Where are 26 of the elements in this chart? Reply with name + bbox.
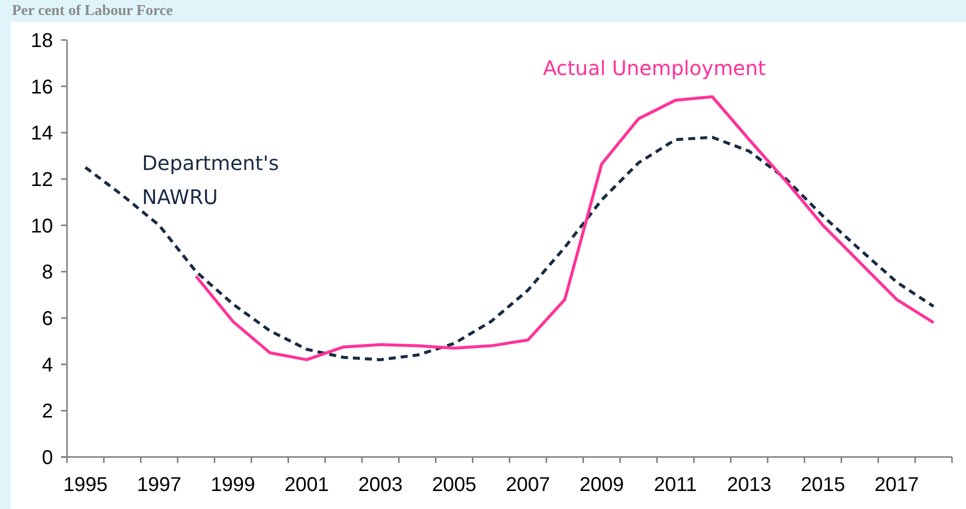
y-tick-label: 16 — [30, 76, 53, 98]
x-tick-label: 2011 — [654, 474, 697, 496]
x-tick-label: 1999 — [210, 474, 256, 496]
x-tick-label: 2009 — [579, 474, 624, 496]
x-tick-label: 2005 — [432, 474, 476, 496]
y-tick-label: 14 — [30, 122, 53, 145]
y-tick-label: 12 — [30, 169, 53, 191]
y-tick-label: 0 — [42, 447, 53, 469]
series-label: Department's NAWRU — [142, 151, 279, 209]
y-tick-label: 8 — [42, 262, 53, 284]
series-label: Actual Unemployment — [543, 56, 766, 80]
x-tick-label: 2013 — [726, 474, 772, 496]
y-tick-label: 4 — [42, 354, 53, 376]
x-tick-label: 2017 — [874, 474, 919, 496]
x-tick-label: 2001 — [284, 474, 329, 496]
y-tick-label: 2 — [42, 400, 53, 423]
line-series — [84, 136, 936, 362]
y-tick-label: 10 — [30, 215, 53, 238]
x-tick-label: 2003 — [358, 474, 403, 496]
x-tick-label: 2015 — [800, 474, 846, 496]
y-tick-label: 6 — [42, 308, 53, 330]
x-tick-label: 1997 — [136, 474, 182, 496]
x-tick-label: 2007 — [506, 474, 550, 496]
x-tick-label: 1995 — [63, 474, 108, 496]
y-tick-label: 18 — [30, 30, 53, 52]
y-axis-title: Per cent of Labour Force — [12, 3, 174, 19]
